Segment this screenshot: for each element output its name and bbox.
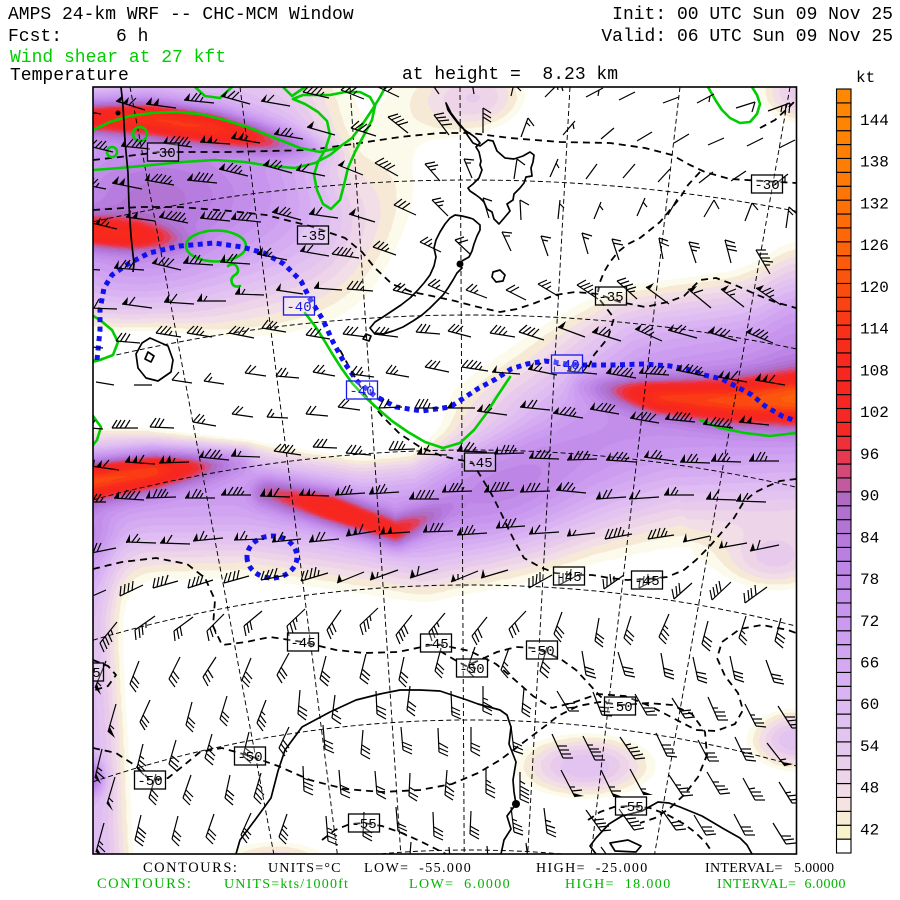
svg-text:42: 42 [860,821,879,839]
svg-text:-55: -55 [618,800,643,816]
svg-text:132: 132 [860,195,889,213]
svg-text:UNITS=kts/1000ft: UNITS=kts/1000ft [224,877,349,892]
svg-text:-45: -45 [75,666,100,682]
svg-text:-50: -50 [237,750,262,766]
svg-text:-30: -30 [150,146,175,162]
svg-text:-35: -35 [598,290,623,306]
svg-text:-40: -40 [349,384,374,400]
svg-text:-40: -40 [286,300,311,316]
svg-text:48: 48 [860,780,879,798]
svg-text:INTERVAL= 6.0000: INTERVAL= 6.0000 [717,877,846,892]
svg-text:-50: -50 [137,774,162,790]
svg-text:120: 120 [860,279,889,297]
svg-text:at height = 8.23 km: at height = 8.23 km [402,65,618,85]
svg-text:60: 60 [860,696,879,714]
svg-text:144: 144 [860,112,889,130]
svg-text:Wind shear at 27 kft: Wind shear at 27 kft [10,48,226,68]
svg-text:LOW= -55.000: LOW= -55.000 [364,861,472,876]
svg-text:AMPS 24-km WRF -- CHC-MCM Wind: AMPS 24-km WRF -- CHC-MCM Window [8,5,354,25]
svg-text:84: 84 [860,529,879,547]
svg-text:102: 102 [860,404,889,422]
svg-text:-45: -45 [423,637,448,653]
svg-text:108: 108 [860,362,889,380]
svg-text:Valid: 06 UTC Sun 09 Nov 25: Valid: 06 UTC Sun 09 Nov 25 [601,27,893,47]
svg-text:-45: -45 [290,636,315,652]
svg-text:Init: 00 UTC Sun 09 Nov 25: Init: 00 UTC Sun 09 Nov 25 [612,5,893,25]
svg-text:-50: -50 [607,700,632,716]
svg-text:66: 66 [860,655,879,673]
svg-text:78: 78 [860,571,879,589]
svg-text:LOW= 6.0000: LOW= 6.0000 [409,877,511,892]
svg-text:UNITS=°C: UNITS=°C [268,861,342,876]
svg-text:-55: -55 [351,817,376,833]
svg-text:96: 96 [860,446,879,464]
svg-text:CONTOURS:: CONTOURS: [97,876,192,892]
svg-text:-45: -45 [556,570,581,586]
svg-text:Fcst: 6 h: Fcst: 6 h [8,27,148,47]
svg-text:kt: kt [856,69,875,87]
svg-text:138: 138 [860,154,889,172]
svg-text:CONTOURS:: CONTOURS: [143,860,238,876]
svg-text:54: 54 [860,738,879,756]
svg-text:-45: -45 [467,456,492,472]
svg-text:72: 72 [860,613,879,631]
svg-text:Temperature: Temperature [10,66,129,86]
svg-text:HIGH= 18.000: HIGH= 18.000 [565,877,672,892]
svg-text:114: 114 [860,321,889,339]
svg-text:-30: -30 [754,178,779,194]
svg-text:-35: -35 [300,229,325,245]
svg-text:HIGH= -25.000: HIGH= -25.000 [536,861,649,876]
svg-text:-45: -45 [634,574,659,590]
svg-text:-40: -40 [554,358,579,374]
svg-text:-50: -50 [529,644,554,660]
svg-text:-50: -50 [459,662,484,678]
svg-text:90: 90 [860,488,879,506]
svg-text:INTERVAL= 5.0000: INTERVAL= 5.0000 [705,861,834,876]
svg-text:126: 126 [860,237,889,255]
